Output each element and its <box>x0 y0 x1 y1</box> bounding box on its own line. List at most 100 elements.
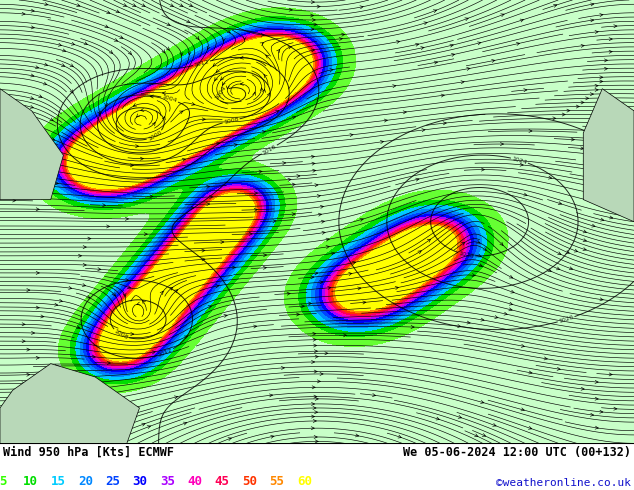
FancyArrowPatch shape <box>591 164 594 167</box>
FancyArrowPatch shape <box>288 178 291 181</box>
FancyArrowPatch shape <box>36 66 39 69</box>
FancyArrowPatch shape <box>30 97 34 99</box>
FancyArrowPatch shape <box>70 90 73 93</box>
FancyArrowPatch shape <box>614 200 618 203</box>
FancyArrowPatch shape <box>521 344 524 347</box>
FancyArrowPatch shape <box>196 36 199 40</box>
FancyArrowPatch shape <box>55 365 58 368</box>
FancyArrowPatch shape <box>311 49 314 52</box>
FancyArrowPatch shape <box>109 50 113 53</box>
FancyArrowPatch shape <box>51 138 55 140</box>
FancyArrowPatch shape <box>137 302 140 305</box>
FancyArrowPatch shape <box>553 117 556 120</box>
FancyArrowPatch shape <box>216 69 219 73</box>
FancyArrowPatch shape <box>92 355 95 358</box>
FancyArrowPatch shape <box>312 19 315 22</box>
FancyArrowPatch shape <box>590 93 593 96</box>
FancyArrowPatch shape <box>418 251 421 254</box>
FancyArrowPatch shape <box>328 287 331 290</box>
FancyArrowPatch shape <box>308 302 311 305</box>
FancyArrowPatch shape <box>72 434 75 437</box>
FancyArrowPatch shape <box>170 4 174 6</box>
FancyArrowPatch shape <box>162 117 165 120</box>
FancyArrowPatch shape <box>314 395 317 398</box>
FancyArrowPatch shape <box>424 22 427 25</box>
FancyArrowPatch shape <box>31 9 34 12</box>
FancyArrowPatch shape <box>321 220 325 223</box>
FancyArrowPatch shape <box>595 88 598 92</box>
FancyArrowPatch shape <box>107 362 110 365</box>
FancyArrowPatch shape <box>27 373 30 376</box>
FancyArrowPatch shape <box>604 125 607 128</box>
FancyArrowPatch shape <box>141 108 144 112</box>
FancyArrowPatch shape <box>581 45 584 48</box>
FancyArrowPatch shape <box>315 355 318 358</box>
FancyArrowPatch shape <box>179 4 183 6</box>
FancyArrowPatch shape <box>360 219 363 221</box>
FancyArrowPatch shape <box>314 411 318 414</box>
FancyArrowPatch shape <box>590 3 594 6</box>
FancyArrowPatch shape <box>350 133 353 137</box>
FancyArrowPatch shape <box>604 59 607 62</box>
FancyArrowPatch shape <box>254 325 257 328</box>
FancyArrowPatch shape <box>472 273 476 276</box>
FancyArrowPatch shape <box>105 25 108 28</box>
FancyArrowPatch shape <box>49 118 53 121</box>
FancyArrowPatch shape <box>83 264 86 267</box>
Text: 30: 30 <box>133 475 148 488</box>
FancyArrowPatch shape <box>188 51 191 55</box>
FancyArrowPatch shape <box>317 5 320 8</box>
Text: 10: 10 <box>23 475 38 488</box>
FancyArrowPatch shape <box>614 407 617 410</box>
FancyArrowPatch shape <box>314 436 317 439</box>
FancyArrowPatch shape <box>142 423 145 426</box>
FancyArrowPatch shape <box>144 233 147 236</box>
FancyArrowPatch shape <box>520 163 523 166</box>
FancyArrowPatch shape <box>216 142 220 145</box>
FancyArrowPatch shape <box>421 47 424 49</box>
FancyArrowPatch shape <box>162 49 165 53</box>
FancyArrowPatch shape <box>325 352 328 355</box>
FancyArrowPatch shape <box>289 8 292 11</box>
FancyArrowPatch shape <box>128 51 131 54</box>
FancyArrowPatch shape <box>314 184 318 187</box>
FancyArrowPatch shape <box>314 344 317 347</box>
FancyArrowPatch shape <box>133 103 137 106</box>
FancyArrowPatch shape <box>216 285 219 288</box>
FancyArrowPatch shape <box>595 177 598 180</box>
FancyArrowPatch shape <box>458 324 461 328</box>
FancyArrowPatch shape <box>314 272 318 275</box>
FancyArrowPatch shape <box>131 333 134 336</box>
FancyArrowPatch shape <box>70 136 74 139</box>
FancyArrowPatch shape <box>292 213 295 216</box>
Text: 35: 35 <box>160 475 175 488</box>
FancyArrowPatch shape <box>313 332 316 335</box>
FancyArrowPatch shape <box>41 315 44 318</box>
FancyArrowPatch shape <box>312 386 315 389</box>
FancyArrowPatch shape <box>264 74 267 78</box>
FancyArrowPatch shape <box>524 89 527 92</box>
FancyArrowPatch shape <box>17 399 20 402</box>
FancyArrowPatch shape <box>189 4 193 6</box>
FancyArrowPatch shape <box>126 218 129 220</box>
FancyArrowPatch shape <box>150 95 153 98</box>
FancyArrowPatch shape <box>478 254 481 257</box>
FancyArrowPatch shape <box>311 427 314 430</box>
FancyArrowPatch shape <box>403 111 406 114</box>
FancyArrowPatch shape <box>13 199 16 202</box>
FancyArrowPatch shape <box>566 250 569 253</box>
FancyArrowPatch shape <box>226 86 230 89</box>
FancyArrowPatch shape <box>13 186 16 189</box>
FancyArrowPatch shape <box>330 69 333 72</box>
FancyArrowPatch shape <box>112 293 115 296</box>
FancyArrowPatch shape <box>441 94 444 97</box>
FancyArrowPatch shape <box>22 12 25 15</box>
FancyArrowPatch shape <box>56 149 60 152</box>
FancyArrowPatch shape <box>318 380 320 383</box>
FancyArrowPatch shape <box>70 64 74 67</box>
FancyArrowPatch shape <box>422 128 425 132</box>
FancyArrowPatch shape <box>253 92 256 96</box>
FancyArrowPatch shape <box>524 193 527 196</box>
Text: We 05-06-2024 12:00 UTC (00+132): We 05-06-2024 12:00 UTC (00+132) <box>403 446 631 459</box>
FancyArrowPatch shape <box>234 144 237 147</box>
